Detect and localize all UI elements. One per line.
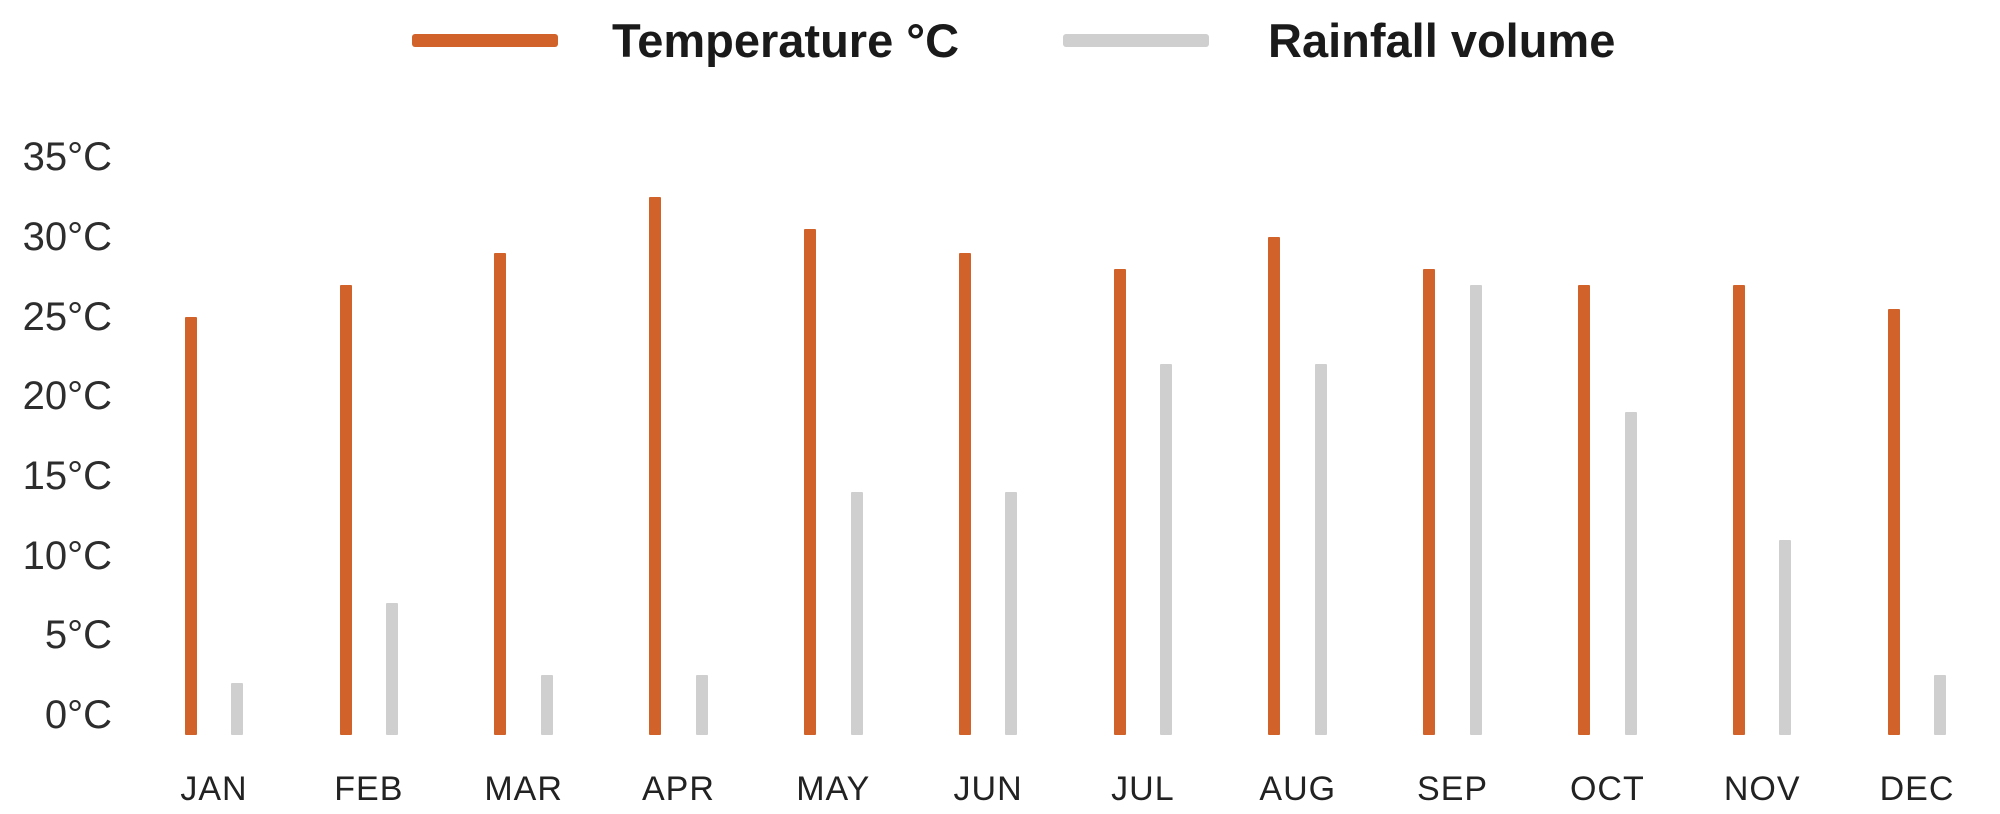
x-axis-label: JUL — [1111, 770, 1175, 808]
temperature-legend-label: Temperature °C — [612, 14, 960, 67]
y-axis-tick-label: 20°C — [22, 374, 112, 419]
y-axis-tick-label: 30°C — [22, 214, 112, 259]
rainfall-bar — [850, 491, 863, 735]
rainfall-bar — [1624, 412, 1637, 735]
temperature-bar — [494, 252, 507, 735]
y-axis-tick-label: 15°C — [22, 453, 112, 498]
rainfall-bar — [1160, 364, 1173, 735]
temperature-bar — [1423, 268, 1436, 735]
x-axis-label: MAY — [796, 770, 871, 808]
temperature-legend-swatch-icon — [412, 34, 558, 47]
x-axis-label: MAR — [484, 770, 563, 808]
y-axis-tick-label: 35°C — [22, 135, 112, 180]
x-axis-label: DEC — [1879, 770, 1955, 808]
y-axis-tick-label: 25°C — [22, 294, 112, 339]
rainfall-bar — [1314, 364, 1327, 735]
temperature-bar — [1268, 236, 1281, 735]
rainfall-bar — [386, 603, 399, 735]
rainfall-bar — [231, 683, 244, 735]
y-axis-tick-label: 5°C — [44, 613, 112, 658]
x-axis-label: JAN — [180, 770, 248, 808]
x-axis-label: AUG — [1259, 770, 1337, 808]
rainfall-legend-label: Rainfall volume — [1268, 14, 1616, 67]
temperature-bar — [1732, 284, 1745, 735]
temperature-bar — [339, 284, 352, 735]
rainfall-bar — [695, 675, 708, 735]
y-axis-tick-label: 10°C — [22, 533, 112, 578]
rainfall-bar — [1469, 284, 1482, 735]
x-axis-label: JUN — [953, 770, 1023, 808]
temperature-bar — [184, 316, 197, 735]
x-axis-label: OCT — [1569, 770, 1645, 808]
x-axis-label: APR — [641, 770, 715, 808]
rainfall-bar — [1779, 539, 1792, 735]
temperature-bar — [1887, 308, 1900, 735]
rainfall-bar — [540, 675, 553, 735]
y-axis-tick-label: 0°C — [44, 693, 112, 737]
temperature-bar — [958, 252, 971, 735]
rainfall-legend-swatch-icon — [1063, 34, 1209, 47]
temperature-bar — [649, 196, 662, 735]
x-axis-label: NOV — [1723, 770, 1801, 808]
x-axis-label: SEP — [1417, 770, 1489, 808]
temperature-bar — [1578, 284, 1591, 735]
rainfall-bar — [1005, 491, 1018, 735]
temperature-bar — [1113, 268, 1126, 735]
x-axis-label: FEB — [334, 770, 404, 808]
rainfall-bar — [1934, 675, 1947, 735]
temperature-bar — [804, 228, 817, 735]
